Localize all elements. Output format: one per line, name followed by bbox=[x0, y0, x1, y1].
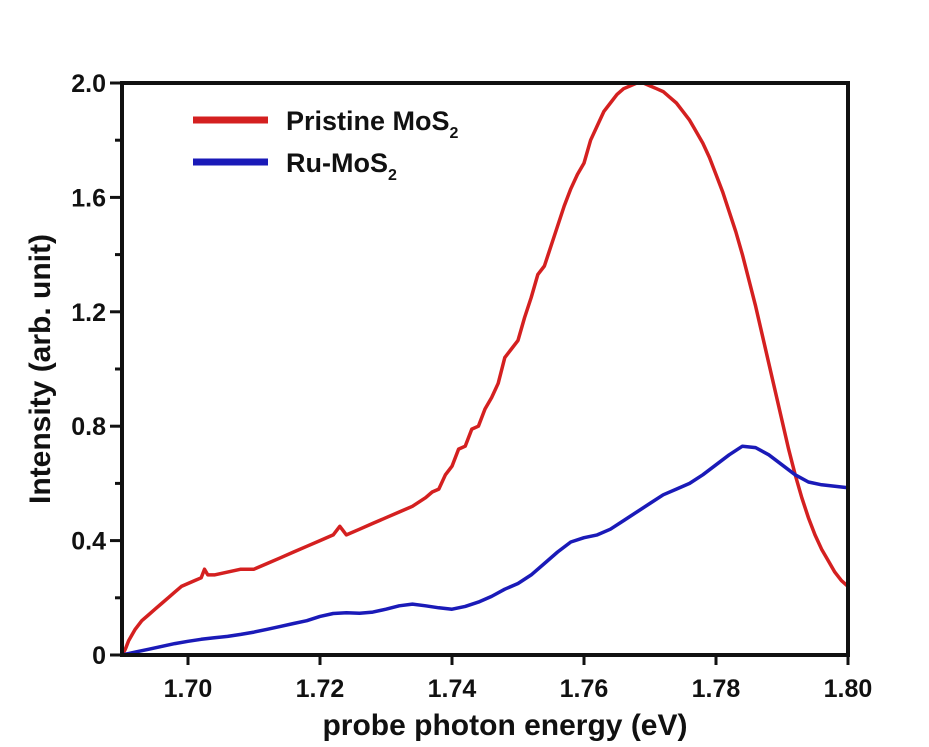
y-axis-title: Intensity (arb. unit) bbox=[24, 234, 57, 504]
y-tick-label: 0.4 bbox=[71, 528, 106, 556]
x-tick-label: 1.76 bbox=[560, 675, 609, 703]
y-tick-label: 1.6 bbox=[71, 184, 106, 212]
legend-label-2: Ru-MoS2 bbox=[286, 148, 397, 184]
series-line-1 bbox=[120, 81, 850, 657]
x-tick-label: 1.78 bbox=[692, 675, 741, 703]
y-tick-label: 2.0 bbox=[71, 70, 106, 98]
y-tick-label: 1.2 bbox=[71, 299, 106, 327]
x-axis-title: probe photon energy (eV) bbox=[322, 709, 687, 742]
y-tick-label: 0 bbox=[92, 642, 106, 670]
series-line-2 bbox=[120, 444, 850, 657]
axis-layer: 1.70 1.72 1.74 1.76 1.78 1.80 0 0.4 0.8 1.2 1.6 2.0 bbox=[71, 70, 872, 703]
legend: Pristine MoS2 Ru-MoS2 bbox=[193, 106, 459, 184]
x-tick-label: 1.72 bbox=[296, 675, 345, 703]
x-tick-label: 1.70 bbox=[164, 675, 213, 703]
x-tick-label: 1.80 bbox=[824, 675, 873, 703]
legend-label-1: Pristine MoS2 bbox=[286, 106, 459, 142]
y-tick-label: 0.8 bbox=[71, 413, 106, 441]
plot-frame bbox=[120, 81, 850, 657]
x-tick-label: 1.74 bbox=[428, 675, 477, 703]
series-layer bbox=[120, 81, 850, 657]
